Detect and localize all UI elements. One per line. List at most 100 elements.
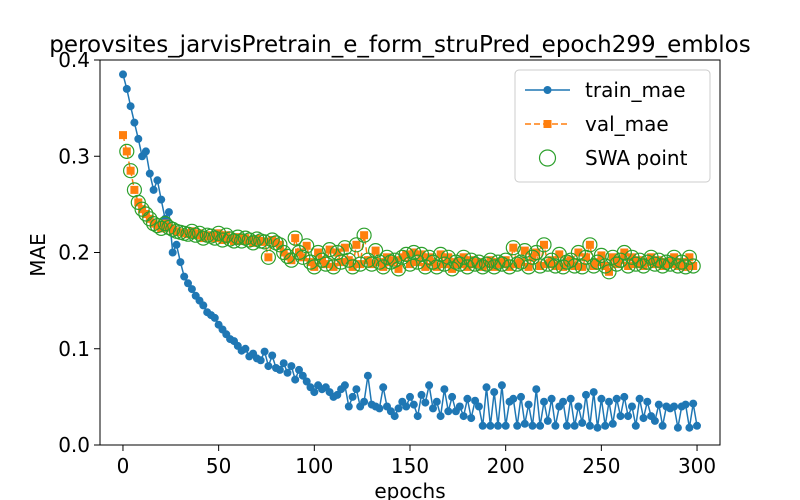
legend: train_mae val_mae SWA point (514, 69, 711, 183)
train-mae-point (436, 412, 445, 421)
train-mae-point (429, 404, 437, 413)
val-mae-point (425, 253, 434, 262)
swa-point (241, 232, 257, 248)
swa-point (180, 226, 196, 242)
val-mae-point (394, 264, 403, 273)
chart-title: perovsites_jarvisPretrain_e_form_struPre… (49, 32, 750, 58)
val-mae-point (677, 258, 686, 267)
val-mae-point (578, 262, 587, 271)
legend-train-marker (543, 86, 552, 94)
val-mae-point (455, 260, 464, 269)
swa-point (222, 231, 238, 247)
train-mae-point (620, 392, 629, 401)
train-mae-point (440, 385, 449, 394)
swa-point (425, 254, 441, 270)
swa-point (559, 254, 575, 270)
swa-point (628, 256, 644, 272)
swa-point (509, 256, 525, 272)
swa-point (318, 256, 334, 272)
val-mae-point (490, 262, 499, 271)
train-mae-point (210, 313, 219, 322)
y-axis-label: MAE (26, 233, 50, 277)
val-mae-point (620, 248, 629, 257)
val-mae-point (559, 262, 568, 271)
val-mae-point (130, 185, 139, 194)
train-mae-point (459, 412, 468, 421)
val-mae-point (275, 240, 284, 249)
val-mae-point (375, 258, 384, 267)
train-mae-point (455, 402, 464, 411)
val-mae-point (321, 260, 330, 269)
train-mae-point (448, 392, 457, 401)
train-mae-point (463, 394, 472, 403)
swa-point (463, 252, 479, 268)
swa-point (153, 220, 169, 236)
swa-point (574, 259, 590, 275)
val-mae-point (436, 250, 445, 259)
train-mae-point (612, 394, 621, 403)
val-mae-point (585, 240, 594, 249)
train-mae-point (172, 240, 181, 249)
y-tick-label: 0.2 (58, 241, 90, 265)
val-mae-point (314, 248, 323, 257)
val-mae-point (340, 243, 349, 252)
val-mae-point (616, 256, 625, 265)
legend-val-marker (543, 120, 552, 128)
swa-point (670, 258, 686, 274)
swa-point (134, 201, 150, 217)
val-mae-point (119, 131, 127, 140)
train-mae-point (310, 388, 319, 397)
val-mae-point (360, 231, 369, 240)
swa-point (582, 237, 598, 253)
swa-point (601, 264, 617, 280)
val-mae-point (486, 256, 495, 265)
swa-point (467, 256, 483, 272)
val-mae-point (429, 258, 437, 267)
val-mae-point (352, 240, 361, 249)
y-tick-label: 0.3 (58, 144, 90, 168)
swa-point (505, 240, 521, 256)
train-mae-point (375, 404, 384, 413)
train-mae-point (643, 397, 652, 406)
train-mae-point (402, 402, 411, 411)
x-axis-label: epochs (374, 479, 445, 500)
val-mae-point (138, 205, 147, 214)
swa-point (360, 252, 376, 268)
train-mae-point (524, 400, 533, 409)
swa-point (322, 242, 338, 258)
x-tick-label: 100 (295, 454, 333, 478)
val-mae-point (367, 260, 376, 269)
val-mae-point (145, 214, 154, 223)
train-mae-point (673, 423, 682, 432)
swa-point (191, 225, 208, 241)
swa-point (299, 238, 315, 254)
swa-point (540, 256, 556, 272)
swa-point (146, 216, 162, 232)
train-mae-point (145, 169, 154, 178)
train-mae-point (379, 383, 388, 392)
train-mae-point (134, 134, 143, 143)
val-mae-point (528, 253, 537, 262)
swa-point (402, 256, 418, 272)
swa-point (647, 256, 663, 272)
val-mae-point (126, 166, 135, 175)
val-mae-point (666, 260, 675, 269)
train-mae-point (597, 394, 606, 403)
legend-label: val_mae (585, 112, 669, 136)
val-mae-point (555, 250, 564, 259)
val-mae-point (413, 258, 422, 267)
x-tick-label: 300 (678, 454, 716, 478)
val-mae-point (122, 147, 131, 156)
y-tick-label: 0.0 (58, 433, 90, 457)
val-mae-point (214, 229, 223, 238)
swa-point (379, 249, 395, 265)
val-mae-point (593, 258, 602, 267)
train-mae-point (520, 419, 529, 428)
val-mae-point (608, 253, 617, 262)
val-mae-point (685, 253, 694, 262)
train-mae-point (490, 388, 499, 397)
train-mae-point (352, 385, 361, 394)
train-mae-point (482, 383, 491, 392)
swa-point (119, 143, 135, 159)
val-mae-point (141, 210, 150, 218)
